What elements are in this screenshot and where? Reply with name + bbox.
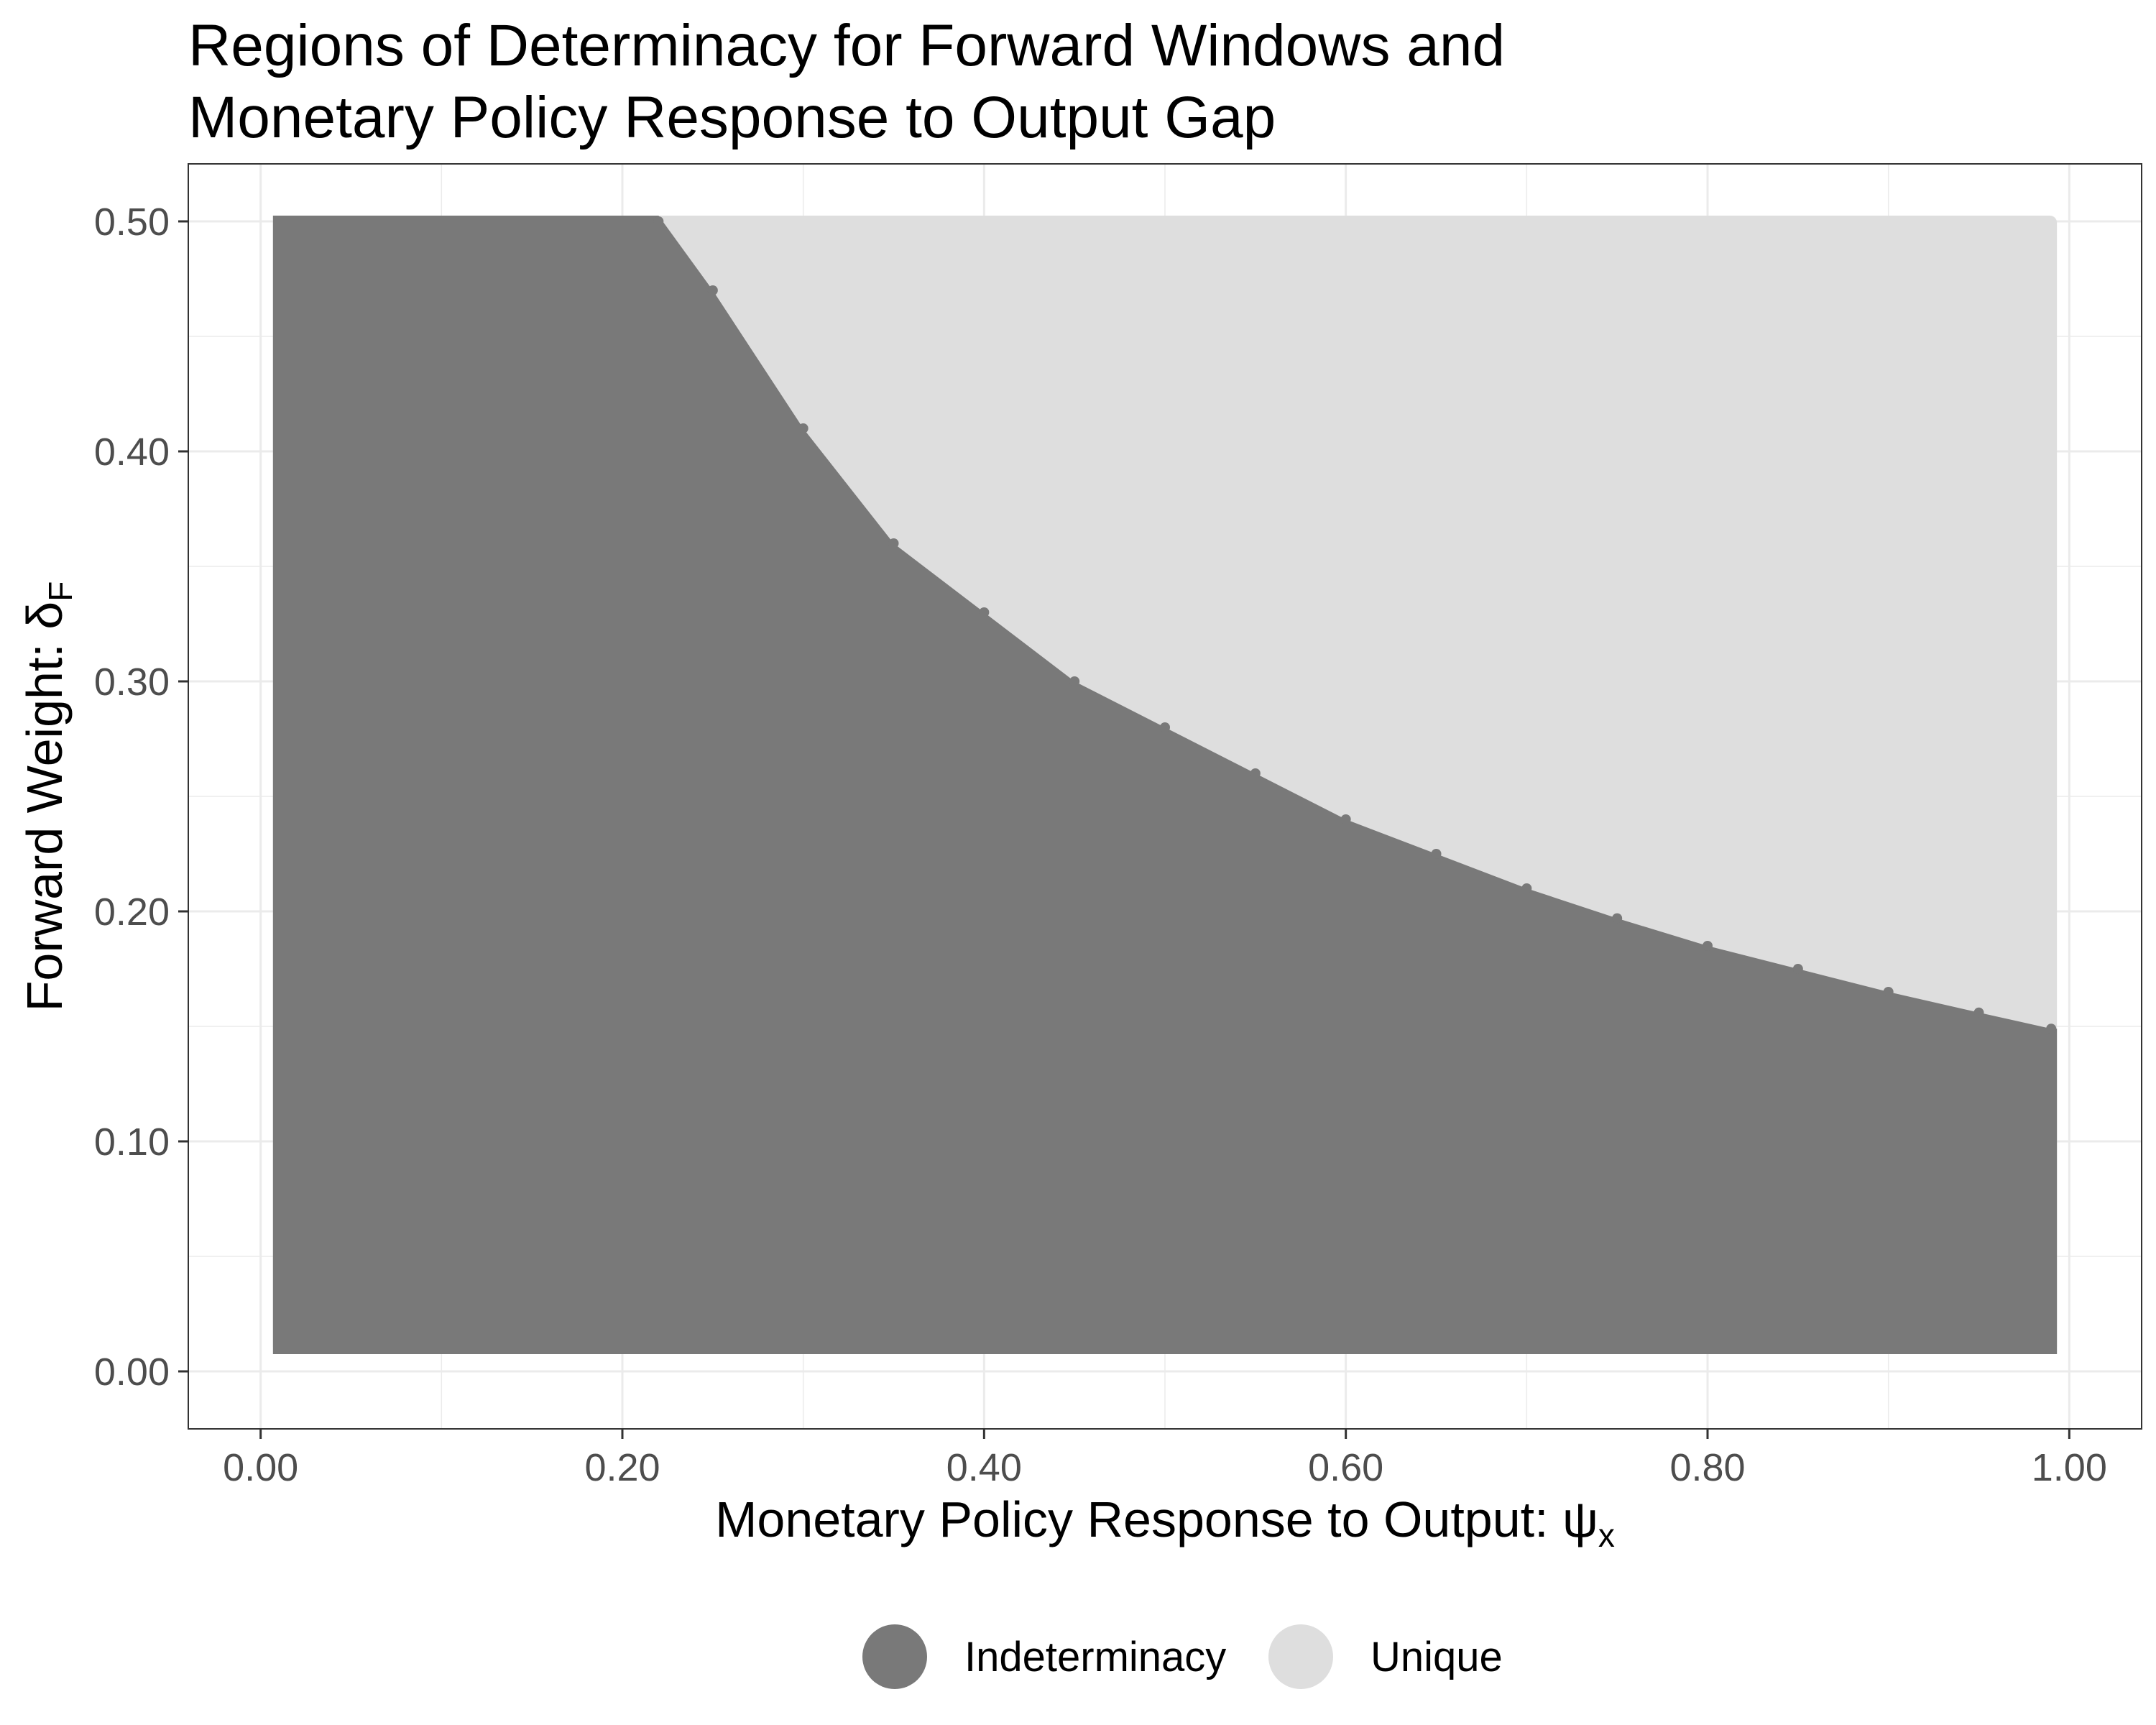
- boundary-point: [1340, 814, 1351, 824]
- boundary-point: [1973, 1007, 1984, 1018]
- y-tick-label: 0.20: [94, 891, 170, 934]
- boundary-point: [2046, 1024, 2057, 1034]
- chart-title: Regions of Determinacy for Forward Windo…: [188, 10, 2057, 154]
- y-tick-label: 0.10: [94, 1121, 170, 1164]
- x-tick-label: 1.00: [2032, 1446, 2107, 1489]
- boundary-point: [1069, 676, 1080, 686]
- boundary-point: [1792, 964, 1803, 974]
- y-axis-ticks: 0.00 0.10 0.20 0.30 0.40 0.50: [94, 201, 188, 1394]
- y-tick-label: 0.30: [94, 661, 170, 704]
- legend-swatch-indeterminacy: [862, 1624, 927, 1689]
- x-axis-ticks: 0.00 0.20 0.40 0.60 0.80 1.00: [223, 1429, 2107, 1489]
- plot-regions: [272, 216, 2058, 1354]
- x-axis-label-symbol: ψ: [1562, 1491, 1598, 1547]
- indeterminacy-region: [272, 216, 2058, 1354]
- x-tick-label: 0.40: [946, 1446, 1022, 1489]
- boundary-point: [888, 538, 899, 548]
- legend-label-indeterminacy: Indeterminacy: [964, 1634, 1227, 1680]
- x-tick-label: 0.80: [1669, 1446, 1745, 1489]
- boundary-point: [1431, 849, 1442, 859]
- boundary-point: [1160, 722, 1170, 732]
- legend-label-unique: Unique: [1370, 1634, 1503, 1680]
- x-axis-label-text: Monetary Policy Response to Output:: [715, 1491, 1562, 1547]
- boundary-point: [979, 607, 990, 617]
- boundary-point: [1883, 987, 1894, 997]
- y-axis-label-symbol: δ: [17, 602, 73, 630]
- x-axis-label: Monetary Policy Response to Output: ψx: [715, 1491, 1615, 1554]
- boundary-point: [1250, 768, 1261, 778]
- y-tick-label: 0.40: [94, 431, 170, 474]
- y-tick-label: 0.50: [94, 201, 170, 244]
- boundary-point: [1703, 941, 1713, 951]
- y-axis-label-text: Forward Weight:: [17, 630, 73, 1012]
- y-axis-label: Forward Weight: δF: [17, 581, 79, 1012]
- boundary-point: [653, 216, 664, 226]
- legend: Indeterminacy Unique: [0, 1617, 2156, 1696]
- y-tick-label: 0.00: [94, 1351, 170, 1394]
- x-axis-label-subscript: x: [1598, 1517, 1615, 1554]
- boundary-point: [1612, 913, 1623, 924]
- legend-swatch-unique: [1268, 1624, 1333, 1689]
- y-axis-label-subscript: F: [42, 581, 79, 602]
- x-tick-label: 0.20: [584, 1446, 660, 1489]
- boundary-point: [707, 285, 718, 295]
- x-tick-label: 0.00: [223, 1446, 298, 1489]
- chart-title-line-2: Monetary Policy Response to Output Gap: [188, 85, 1276, 150]
- x-tick-label: 0.60: [1308, 1446, 1383, 1489]
- chart-title-line-1: Regions of Determinacy for Forward Windo…: [188, 13, 1506, 78]
- panel-border: [188, 163, 2142, 1430]
- boundary-point: [798, 423, 808, 433]
- boundary-point: [1521, 883, 1532, 893]
